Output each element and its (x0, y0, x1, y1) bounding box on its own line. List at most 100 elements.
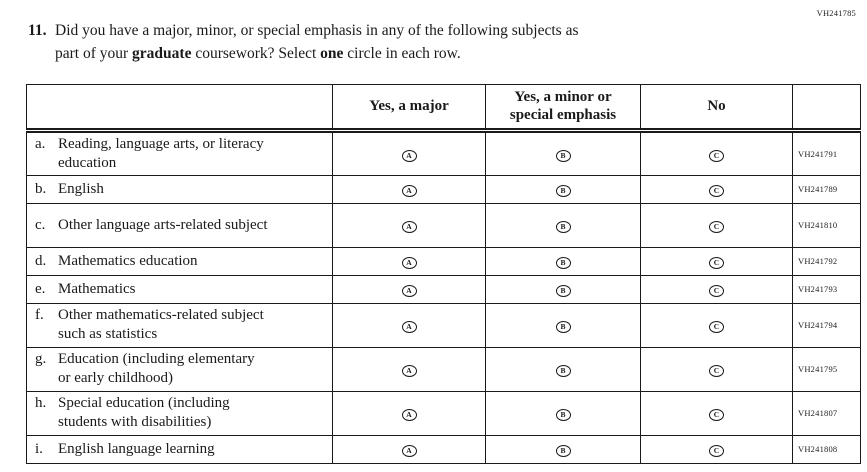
option-cell-minor: B (485, 246, 641, 276)
option-cell-minor: B (485, 390, 641, 436)
row-code: VH241794 (792, 302, 861, 348)
option-cell-major: A (332, 202, 486, 248)
row-code: VH241807 (792, 390, 861, 436)
option-circle-b[interactable]: B (555, 365, 571, 378)
option-cell-no: C (640, 302, 793, 348)
option-circle-b[interactable]: B (555, 445, 571, 458)
row-code: VH241808 (792, 434, 861, 464)
option-cell-minor: B (485, 174, 641, 204)
option-circle-a[interactable]: A (401, 445, 417, 458)
row-label-cell: i. English language learning (26, 434, 333, 464)
row-letter: h. (35, 395, 47, 412)
option-cell-minor: B (485, 302, 641, 348)
row-code: VH241795 (792, 346, 861, 392)
option-cell-major: A (332, 302, 486, 348)
option-circle-a[interactable]: A (401, 185, 417, 198)
question-line2-bold1: graduate (132, 45, 192, 63)
option-cell-minor: B (485, 202, 641, 248)
row-letter: f. (35, 307, 44, 324)
option-cell-no: C (640, 274, 793, 304)
option-circle-b[interactable]: B (555, 285, 571, 298)
row-label: English language learning (58, 440, 215, 457)
row-code: VH241810 (792, 202, 861, 248)
table-row-d: d. Mathematics education A B C VH241792 (26, 246, 861, 276)
option-circle-c[interactable]: C (709, 221, 724, 234)
option-circle-a[interactable]: A (401, 365, 417, 378)
option-cell-minor: B (485, 130, 641, 176)
table-row-h: h. Special education (including students… (26, 390, 861, 436)
option-circle-c[interactable]: C (709, 321, 724, 334)
option-circle-b[interactable]: B (555, 321, 571, 334)
option-circle-a[interactable]: A (401, 257, 417, 270)
table-row-i: i. English language learning A B C VH241… (26, 434, 861, 464)
option-cell-major: A (332, 390, 486, 436)
option-cell-no: C (640, 434, 793, 464)
table-row-c: c. Other language arts-related subject A… (26, 202, 861, 248)
row-label: Special education (including students wi… (58, 395, 230, 431)
option-circle-b[interactable]: B (555, 221, 571, 234)
question-number: 11. (28, 22, 47, 39)
row-code: VH241793 (792, 274, 861, 304)
row-label-cell: e. Mathematics (26, 274, 333, 304)
row-label: Other language arts-related subject (58, 216, 268, 233)
option-circle-a[interactable]: A (401, 409, 417, 422)
table-row-b: b. English A B C VH241789 (26, 174, 861, 204)
option-cell-no: C (640, 174, 793, 204)
option-cell-major: A (332, 346, 486, 392)
row-label: Mathematics education (58, 252, 198, 269)
option-circle-c[interactable]: C (709, 257, 724, 270)
header-empty (26, 84, 333, 133)
row-label-cell: a. Reading, language arts, or literacy e… (26, 130, 333, 176)
row-letter: b. (35, 180, 47, 197)
option-circle-a[interactable]: A (401, 149, 417, 162)
row-letter: d. (35, 252, 47, 269)
question-line2-part3: circle in each row. (343, 45, 461, 63)
option-cell-minor: B (485, 346, 641, 392)
option-cell-minor: B (485, 274, 641, 304)
option-circle-a[interactable]: A (401, 285, 417, 298)
question-block: 11. Did you have a major, minor, or spec… (28, 19, 838, 66)
row-label-cell: b. English (26, 174, 333, 204)
option-circle-c[interactable]: C (709, 409, 724, 422)
option-circle-c[interactable]: C (709, 445, 724, 458)
option-circle-b[interactable]: B (555, 149, 571, 162)
option-circle-a[interactable]: A (401, 321, 417, 334)
row-letter: g. (35, 351, 47, 368)
row-letter: i. (35, 440, 43, 457)
column-header-yes-major: Yes, a major (332, 84, 486, 133)
row-letter: e. (35, 280, 46, 297)
row-label-cell: h. Special education (including students… (26, 390, 333, 436)
header-row: Yes, a major Yes, a minor or special emp… (26, 84, 861, 133)
option-circle-c[interactable]: C (709, 285, 724, 298)
row-code: VH241789 (792, 174, 861, 204)
row-label: Mathematics (58, 280, 136, 297)
row-label-cell: g. Education (including elementary or ea… (26, 346, 333, 392)
table-row-e: e. Mathematics A B C VH241793 (26, 274, 861, 304)
option-circle-b[interactable]: B (555, 257, 571, 270)
option-circle-c[interactable]: C (709, 149, 724, 162)
option-circle-a[interactable]: A (401, 221, 417, 234)
option-circle-c[interactable]: C (709, 185, 724, 198)
question-line2-part1: part of your (55, 45, 133, 63)
option-cell-no: C (640, 346, 793, 392)
option-cell-major: A (332, 246, 486, 276)
row-label-cell: c. Other language arts-related subject (26, 202, 333, 248)
question-line2-part2: coursework? Select (191, 45, 321, 63)
option-cell-minor: B (485, 434, 641, 464)
row-label: Other mathematics-related subject such a… (58, 307, 264, 343)
option-circle-b[interactable]: B (555, 409, 571, 422)
option-circle-c[interactable]: C (709, 365, 724, 378)
table-row-f: f. Other mathematics-related subject suc… (26, 302, 861, 348)
row-label-cell: f. Other mathematics-related subject suc… (26, 302, 333, 348)
option-cell-major: A (332, 174, 486, 204)
column-header-no: No (640, 84, 793, 133)
table-row-a: a. Reading, language arts, or literacy e… (26, 130, 861, 176)
column-header-yes-minor: Yes, a minor or special emphasis (485, 84, 641, 133)
option-circle-b[interactable]: B (555, 185, 571, 198)
row-letter: a. (35, 136, 46, 152)
row-letter: c. (35, 216, 46, 233)
option-cell-major: A (332, 434, 486, 464)
question-line1: Did you have a major, minor, or special … (55, 22, 579, 39)
table-row-g: g. Education (including elementary or ea… (26, 346, 861, 392)
